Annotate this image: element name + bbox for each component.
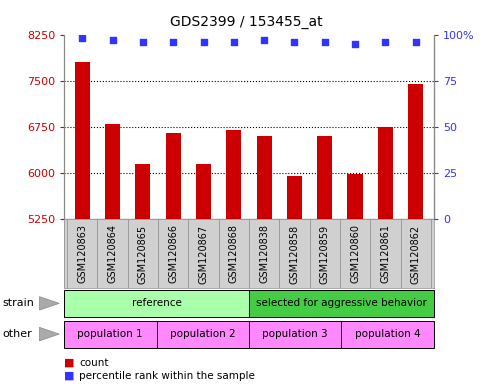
Bar	[105, 124, 120, 384]
Text: GSM120866: GSM120866	[168, 224, 178, 283]
Polygon shape	[39, 296, 59, 310]
Point	[351, 41, 359, 47]
Text: ■: ■	[64, 358, 74, 368]
Text: GSM120865: GSM120865	[138, 224, 148, 283]
Text: reference: reference	[132, 298, 181, 308]
Text: GDS2399 / 153455_at: GDS2399 / 153455_at	[170, 15, 323, 29]
Bar	[287, 176, 302, 384]
Text: population 4: population 4	[355, 329, 421, 339]
Bar	[341, 321, 434, 348]
Point	[382, 39, 389, 45]
Text: GSM120862: GSM120862	[411, 224, 421, 283]
Bar	[378, 127, 393, 384]
Text: GSM120860: GSM120860	[350, 224, 360, 283]
Bar	[64, 290, 249, 317]
Bar	[408, 84, 423, 384]
Point	[321, 39, 329, 45]
Text: count: count	[79, 358, 108, 368]
Text: GSM120859: GSM120859	[320, 224, 330, 283]
Bar	[157, 321, 249, 348]
Bar	[317, 136, 332, 384]
Point	[139, 39, 147, 45]
Bar	[249, 290, 434, 317]
Text: GSM120867: GSM120867	[199, 224, 209, 283]
Text: GSM120863: GSM120863	[77, 224, 87, 283]
Point	[78, 35, 86, 41]
Bar	[64, 321, 157, 348]
Text: strain: strain	[2, 298, 35, 308]
Text: GSM120858: GSM120858	[289, 224, 299, 283]
Polygon shape	[39, 327, 59, 341]
Text: other: other	[2, 329, 32, 339]
Bar	[75, 62, 90, 384]
Text: population 1: population 1	[77, 329, 143, 339]
Bar	[226, 130, 242, 384]
Point	[230, 39, 238, 45]
Text: GSM120868: GSM120868	[229, 224, 239, 283]
Text: selected for aggressive behavior: selected for aggressive behavior	[256, 298, 427, 308]
Point	[412, 39, 420, 45]
Bar	[166, 133, 181, 384]
Bar	[196, 164, 211, 384]
Point	[108, 37, 116, 43]
Point	[290, 39, 298, 45]
Bar	[256, 136, 272, 384]
Point	[260, 37, 268, 43]
Text: population 2: population 2	[170, 329, 236, 339]
Point	[169, 39, 177, 45]
Text: ■: ■	[64, 371, 74, 381]
Bar	[348, 174, 363, 384]
Text: GSM120838: GSM120838	[259, 224, 269, 283]
Text: GSM120861: GSM120861	[380, 224, 390, 283]
Bar	[249, 321, 341, 348]
Text: GSM120864: GSM120864	[107, 224, 118, 283]
Point	[200, 39, 208, 45]
Text: percentile rank within the sample: percentile rank within the sample	[79, 371, 255, 381]
Bar	[135, 164, 150, 384]
Text: population 3: population 3	[262, 329, 328, 339]
